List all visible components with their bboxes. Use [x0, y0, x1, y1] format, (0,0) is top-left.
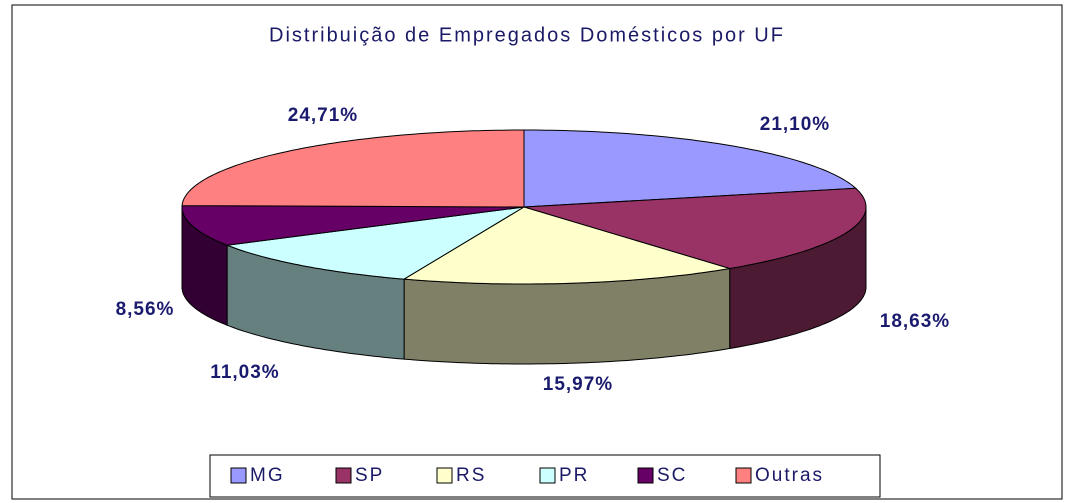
- data-label: 24,71%: [288, 105, 358, 126]
- chart-title: Distribuição de Empregados Domésticos po…: [269, 24, 785, 46]
- slice: [402, 206, 730, 285]
- legend-swatch: [539, 467, 556, 484]
- legend-label: PR: [559, 465, 589, 486]
- data-label: 21,10%: [760, 114, 830, 135]
- data-label: 18,63%: [880, 311, 950, 332]
- legend-label: RS: [456, 465, 486, 486]
- data-label: 11,03%: [210, 362, 279, 383]
- legend-label: Outras: [755, 465, 824, 486]
- slice: [523, 187, 867, 270]
- legend-swatch: [735, 467, 752, 484]
- slice: [523, 129, 858, 208]
- slice: [226, 206, 525, 280]
- legend-label: MG: [250, 465, 285, 486]
- legend-swatch: [335, 467, 352, 484]
- legend-swatch: [230, 467, 247, 484]
- legend-swatch: [436, 467, 453, 484]
- slice: [181, 129, 525, 208]
- legend-swatch: [637, 467, 654, 484]
- data-label: 15,97%: [543, 374, 613, 395]
- legend-label: SC: [657, 465, 687, 486]
- data-label: 8,56%: [116, 299, 175, 320]
- legend-label: SP: [355, 465, 384, 486]
- slice: [181, 205, 525, 246]
